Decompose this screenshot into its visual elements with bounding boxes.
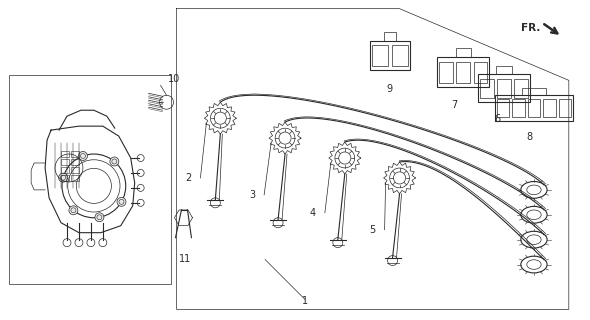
Bar [61,167,69,173]
Bar [61,151,69,157]
Text: FR.: FR. [520,23,540,33]
Text: 2: 2 [185,173,192,183]
Circle shape [58,173,68,182]
Bar [437,58,489,87]
Bar [474,62,487,83]
Bar [9,76,171,284]
Text: 11: 11 [179,253,191,264]
Bar [496,66,512,74]
Text: 4: 4 [310,208,316,218]
Bar [372,45,388,66]
Bar [497,78,511,98]
Circle shape [95,213,104,222]
Bar [559,99,571,117]
Bar [71,167,79,173]
Text: 1: 1 [302,296,308,306]
Bar [61,175,69,181]
Bar [478,74,530,102]
Bar [495,95,573,121]
Bar [497,99,509,117]
Circle shape [78,151,87,160]
Bar [370,41,409,70]
Circle shape [69,206,78,215]
Bar [71,159,79,165]
Circle shape [117,197,126,206]
Bar [512,99,525,117]
Bar [71,151,79,157]
Bar [455,49,471,58]
Bar [514,78,528,98]
Bar [543,99,556,117]
Bar [392,45,408,66]
Bar [527,99,540,117]
Bar [71,175,79,181]
Bar [61,159,69,165]
Circle shape [110,157,119,166]
Text: 6: 6 [494,114,500,124]
Bar [456,62,470,83]
Text: 5: 5 [369,225,376,235]
Text: 9: 9 [386,84,393,94]
Bar [522,87,546,95]
Text: 7: 7 [451,100,457,110]
Bar [439,62,453,83]
Text: 8: 8 [526,132,532,142]
Text: 3: 3 [249,190,255,200]
Bar [480,78,494,98]
Text: 10: 10 [168,74,180,84]
Bar [384,32,395,41]
